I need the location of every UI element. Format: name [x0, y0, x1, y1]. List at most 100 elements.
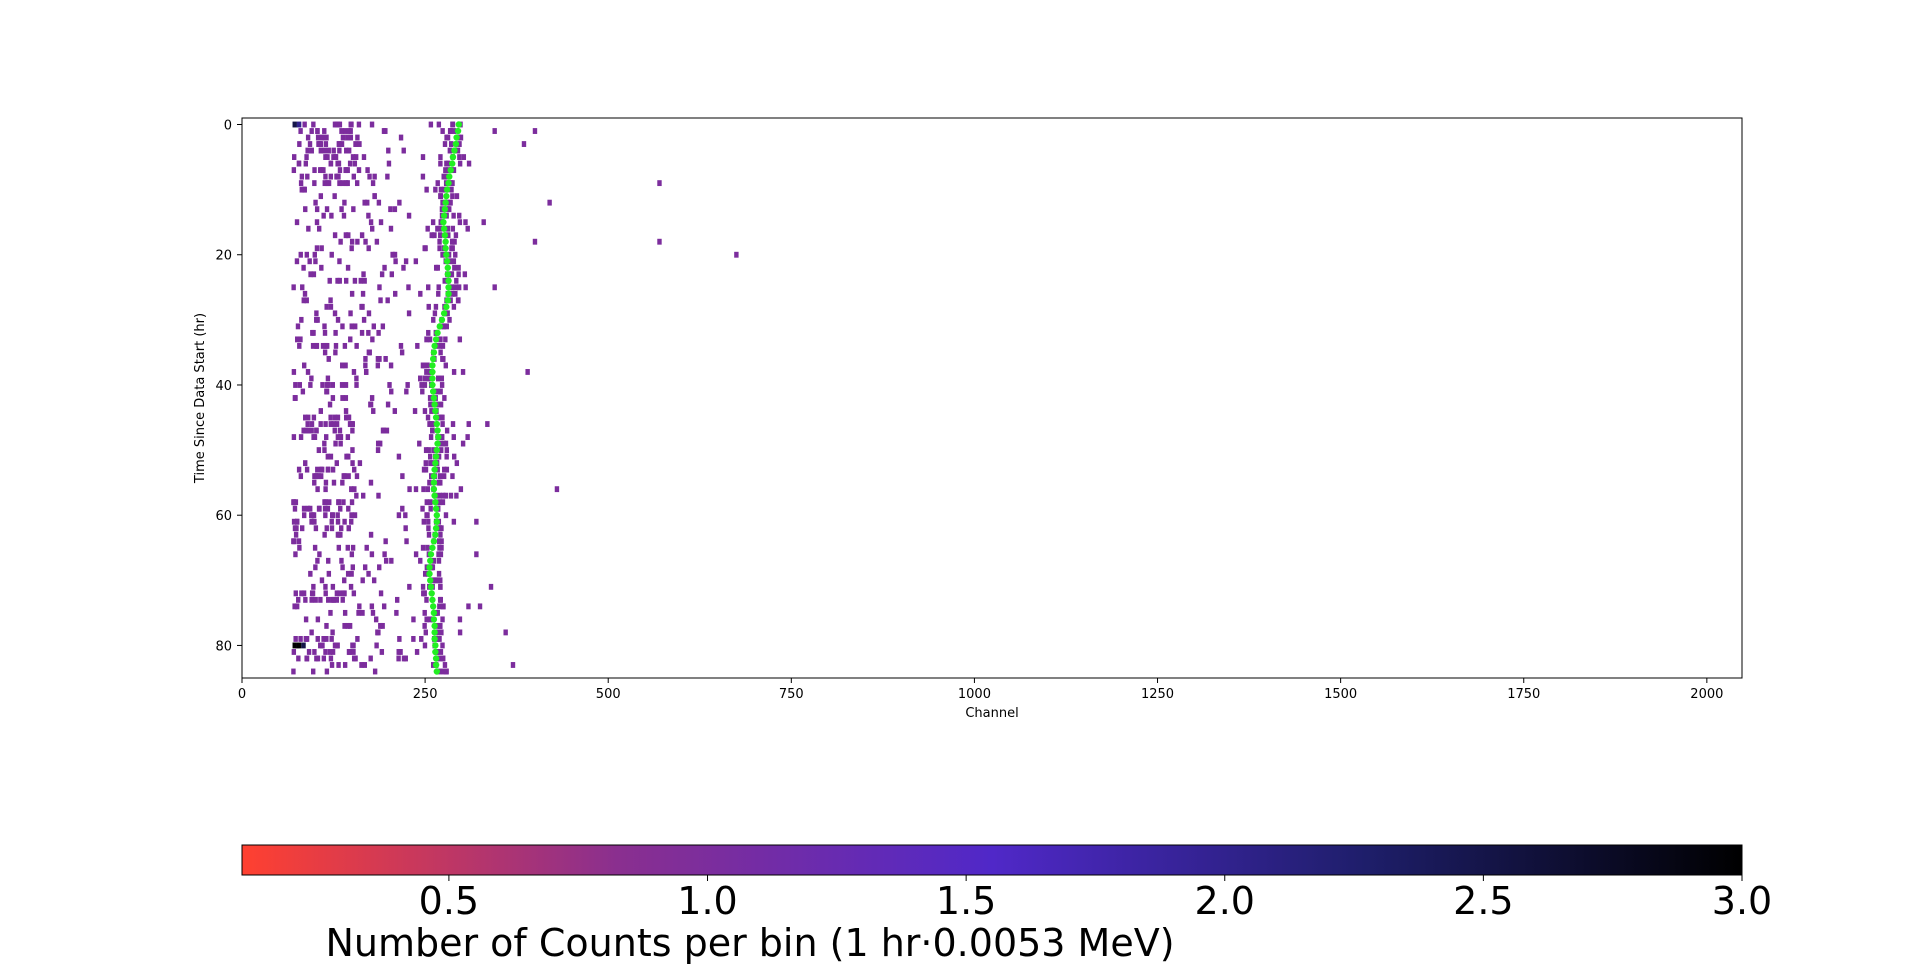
heatmap-cell: [312, 251, 317, 258]
colorbar-tick-label: 2.5: [1453, 879, 1513, 923]
heatmap-cell: [311, 583, 316, 590]
heatmap-cell: [293, 499, 299, 506]
heatmap-cell: [445, 134, 451, 141]
heatmap-cell: [335, 512, 340, 519]
heatmap-cell: [339, 128, 344, 134]
heatmap-cell: [311, 329, 316, 336]
heatmap-cell: [297, 544, 302, 551]
heatmap-cell: [349, 518, 354, 525]
heatmap-cell: [346, 232, 351, 239]
peak-point: [432, 661, 440, 669]
heatmap-cell: [378, 622, 383, 629]
heatmap-cell: [419, 382, 424, 388]
heatmap-cell: [451, 369, 457, 375]
heatmap-cell: [421, 590, 426, 597]
heatmap-cell: [442, 277, 447, 284]
heatmap-cell: [333, 154, 339, 160]
heatmap-cell: [456, 297, 461, 304]
heatmap-cell: [298, 180, 304, 187]
heatmap-cell: [319, 264, 324, 271]
colorbar-tick-label: 2.0: [1195, 879, 1255, 923]
heatmap-cell: [453, 251, 458, 258]
heatmap-cell: [375, 440, 381, 447]
heatmap-cell: [318, 408, 324, 414]
heatmap-cell: [376, 329, 381, 336]
heatmap-cell: [311, 434, 316, 440]
heatmap-cell: [421, 486, 426, 493]
y-axis-label: Time Since Data Start (hr): [193, 313, 208, 484]
heatmap-cell: [354, 382, 359, 388]
heatmap-cell: [332, 121, 338, 128]
heatmap-cell: [299, 173, 305, 180]
heatmap-cell: [403, 655, 408, 662]
heatmap-cell: [326, 382, 331, 388]
heatmap-cell: [342, 518, 347, 525]
heatmap-cell: [303, 460, 308, 467]
peak-point: [442, 199, 449, 206]
heatmap-cell: [440, 323, 446, 330]
heatmap-cell: [417, 440, 422, 447]
heatmap-cell: [422, 362, 427, 369]
heatmap-cell: [430, 564, 436, 571]
heatmap-cell: [352, 486, 357, 493]
heatmap-cell: [301, 297, 306, 304]
peak-point: [427, 583, 435, 591]
heatmap-cell: [423, 245, 428, 252]
heatmap-cell: [657, 180, 662, 187]
heatmap-cell: [351, 173, 356, 180]
heatmap-cell: [319, 466, 325, 473]
heatmap-cell: [361, 316, 367, 323]
heatmap-cell: [449, 186, 454, 193]
heatmap-cell: [329, 212, 334, 219]
heatmap-cell: [438, 577, 443, 584]
heatmap-cell: [369, 395, 375, 401]
heatmap-cell: [462, 271, 468, 278]
heatmap-cell: [359, 329, 365, 336]
heatmap-cell: [413, 486, 419, 493]
heatmap-cell: [374, 642, 379, 649]
heatmap-cell: [305, 369, 311, 375]
heatmap-cell: [340, 479, 345, 486]
peak-point: [427, 551, 435, 558]
heatmap-cell: [339, 557, 344, 564]
peak-point: [434, 427, 441, 434]
heatmap-cell: [335, 121, 340, 128]
peak-point: [428, 590, 435, 597]
colorbar-tick-label: 0.5: [419, 879, 479, 923]
heatmap-cell: [436, 388, 441, 395]
peak-point: [427, 557, 434, 564]
heatmap-cell: [461, 154, 467, 160]
heatmap-cell: [440, 655, 445, 662]
heatmap-cell: [330, 629, 335, 636]
heatmap-cell: [303, 596, 308, 603]
heatmap-cell: [451, 258, 457, 265]
heatmap-cell: [444, 427, 450, 434]
heatmap-cell: [340, 395, 345, 401]
heatmap-cell: [337, 121, 343, 128]
peak-point: [426, 570, 433, 578]
heatmap-cell: [367, 173, 372, 180]
heatmap-cell: [441, 603, 446, 610]
heatmap-cell: [350, 564, 355, 571]
heatmap-cell: [303, 414, 308, 421]
heatmap-cell: [370, 609, 376, 616]
peak-point: [432, 414, 440, 421]
heatmap-cell: [292, 642, 297, 649]
heatmap-cell: [420, 388, 425, 395]
heatmap-cell: [349, 238, 355, 245]
heatmap-cell: [389, 557, 394, 564]
heatmap-cell: [340, 134, 346, 141]
heatmap-cell: [350, 154, 356, 160]
heatmap-cell: [350, 460, 355, 467]
heatmap-cell: [354, 492, 359, 499]
heatmap-cell: [292, 121, 297, 128]
heatmap-cell: [323, 486, 328, 493]
heatmap-cell: [412, 408, 418, 414]
heatmap-cell: [343, 167, 348, 174]
heatmap-cell: [328, 173, 334, 180]
heatmap-cell: [379, 649, 385, 655]
peak-point: [429, 603, 437, 610]
heatmap-cell: [336, 662, 341, 668]
heatmap-cell: [326, 466, 331, 473]
heatmap-cell: [360, 290, 366, 297]
